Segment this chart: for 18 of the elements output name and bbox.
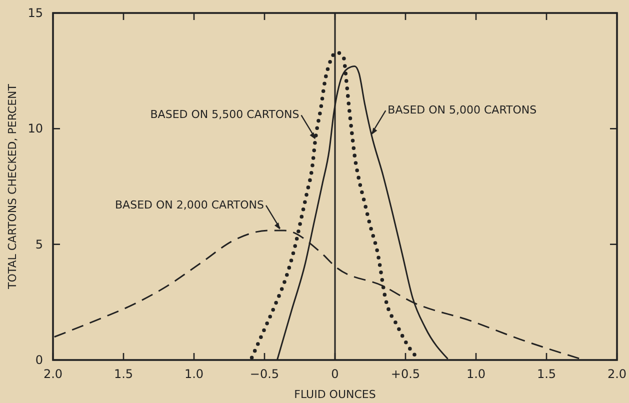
x-tick-label: 1.5 (536, 367, 556, 381)
annotation: BASED ON 5,500 CARTONS (150, 108, 300, 122)
x-axis-title: FLUID OUNCES (294, 388, 376, 401)
x-tick-label: −0.5 (250, 367, 280, 381)
x-tick-label: 2.0 (607, 367, 627, 381)
x-tick-label: 2.0 (43, 367, 63, 381)
y-axis-title: TOTAL CARTONS CHECKED, PERCENT (6, 84, 19, 290)
y-tick-label: 15 (28, 6, 43, 20)
x-tick-label: 1.5 (114, 367, 134, 381)
y-tick-label: 5 (35, 237, 43, 252)
annotation: BASED ON 5,000 CARTONS (388, 104, 537, 117)
y-tick-label: 10 (28, 122, 43, 136)
x-tick-label: 1.0 (184, 367, 204, 381)
x-tick-label: +0.5 (390, 367, 420, 381)
y-tick-label: 0 (35, 353, 43, 367)
x-tick-label: 1.0 (466, 367, 486, 381)
x-tick-label: 0 (331, 367, 339, 381)
annotation: BASED ON 2,000 CARTONS (115, 198, 264, 212)
